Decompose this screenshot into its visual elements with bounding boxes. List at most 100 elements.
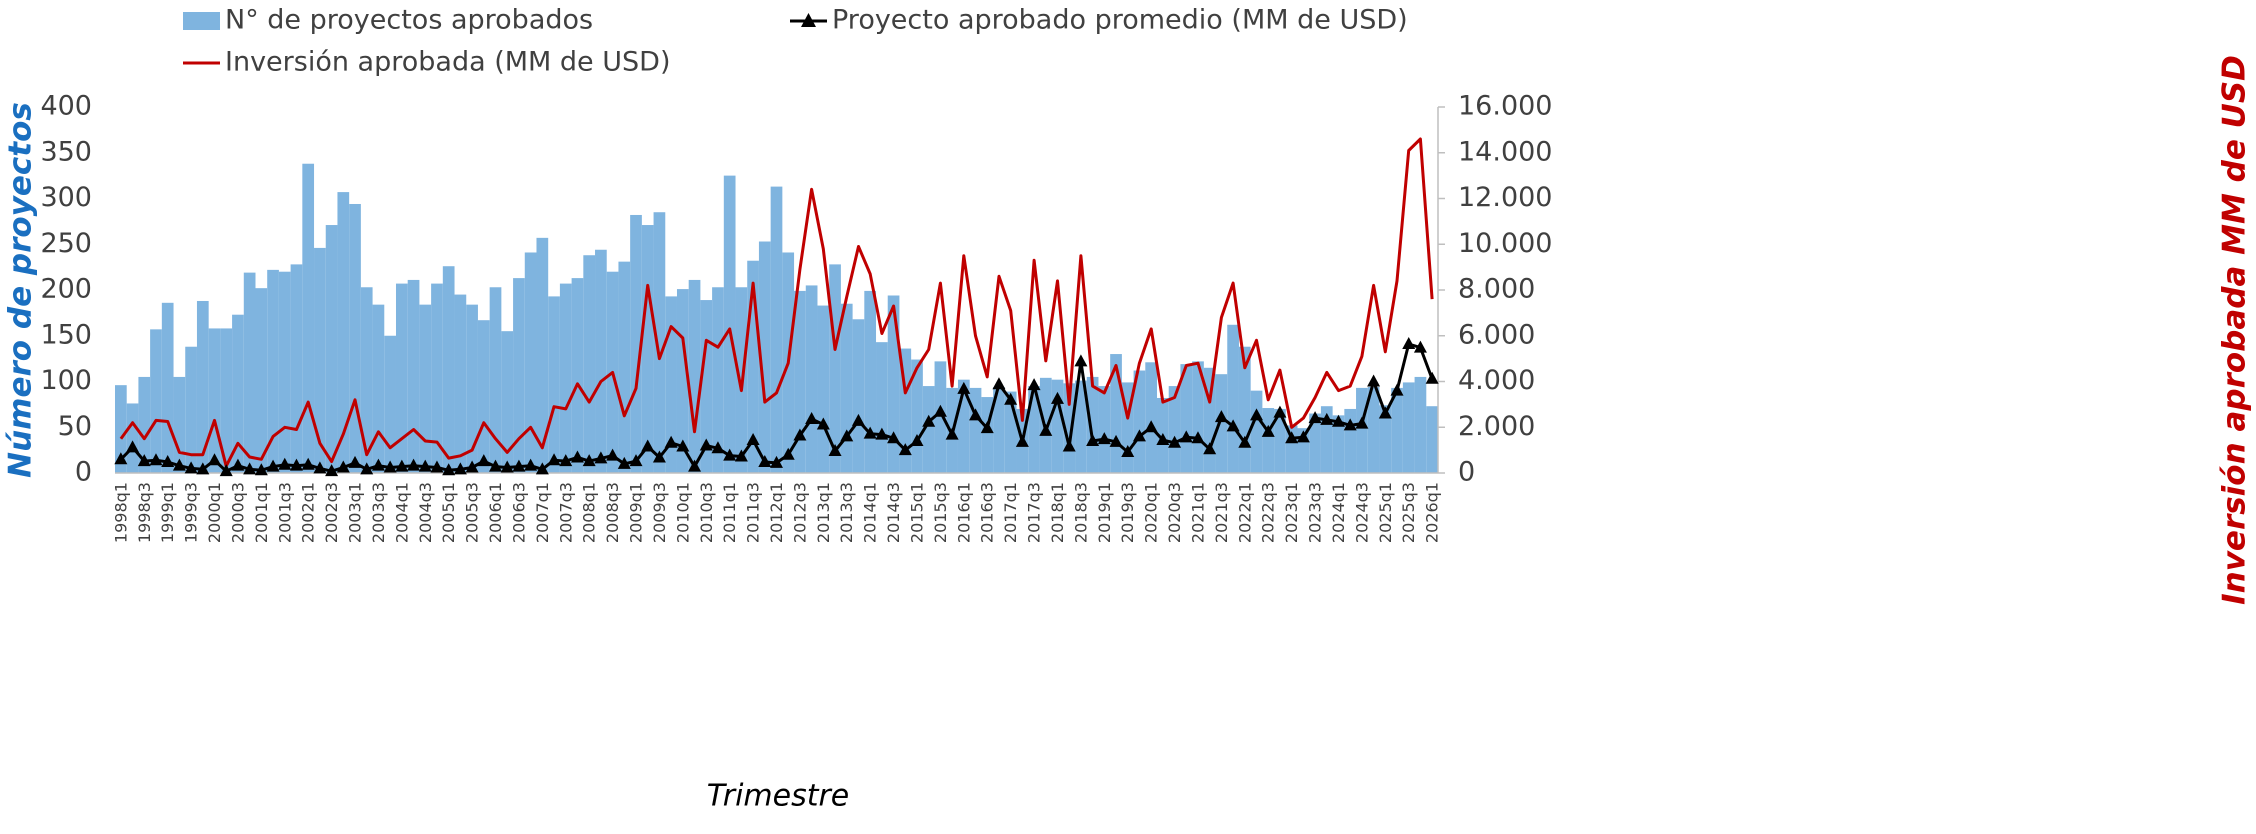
x-tick-label: 2005q1 (439, 482, 458, 543)
legend-label: N° de proyectos aprobados (225, 5, 593, 36)
marker (1343, 418, 1357, 431)
x-tick-label: 2025q3 (1399, 482, 1418, 543)
bar (1063, 383, 1076, 473)
marker (758, 455, 772, 468)
marker (1191, 431, 1205, 444)
bar (618, 261, 631, 473)
line (119, 137, 1434, 468)
x-tick-label: 2023q1 (1282, 482, 1301, 543)
x-tick-label: 2002q1 (299, 482, 318, 543)
marker (1250, 408, 1264, 421)
bar (665, 296, 677, 473)
bar (419, 304, 432, 473)
x-tick-label: 2019q3 (1118, 482, 1137, 543)
y2-tick-label: 14.000 (1458, 136, 1552, 167)
marker (1355, 416, 1369, 429)
bar (243, 272, 256, 473)
marker (1331, 414, 1345, 427)
bar (161, 302, 174, 473)
y-tick-label: 350 (40, 136, 92, 167)
bar (1098, 386, 1111, 473)
bar (1075, 380, 1087, 473)
bar (501, 331, 514, 473)
bar (559, 283, 572, 473)
marker (980, 421, 994, 434)
y2-tick-label: 4.000 (1458, 365, 1535, 396)
marker (524, 458, 538, 471)
marker (1320, 412, 1334, 425)
x-tick-label: 2008q3 (603, 482, 622, 543)
marker (664, 435, 678, 448)
x-tick-label: 2019q1 (1095, 482, 1114, 543)
x-tick-label: 2026q1 (1423, 482, 1442, 543)
marker (969, 408, 983, 421)
bar (1145, 362, 1158, 473)
marker (137, 454, 151, 467)
marker (489, 459, 503, 472)
x-tick-label: 2010q3 (697, 482, 716, 543)
marker (1074, 354, 1088, 367)
marker (699, 438, 713, 451)
bar (524, 252, 537, 473)
y-tick-label: 50 (58, 411, 92, 442)
marker (1109, 434, 1123, 447)
x-tick-label: 2003q1 (346, 482, 365, 543)
x-tick-label: 2016q1 (954, 482, 973, 543)
legend-label: Inversión aprobada (MM de USD) (225, 47, 670, 78)
marker (770, 455, 783, 468)
marker (933, 404, 947, 417)
y2-tick-label: 6.000 (1458, 319, 1535, 350)
marker (606, 448, 620, 461)
marker (875, 427, 889, 440)
bar (1274, 408, 1286, 473)
bar (630, 214, 642, 473)
marker (395, 459, 409, 472)
marker (453, 462, 467, 475)
y-tick-label: 300 (40, 182, 92, 213)
x-tick-label: 2005q3 (463, 482, 482, 543)
bar (1028, 386, 1040, 473)
x-tick-label: 2014q1 (861, 482, 880, 543)
x-tick-label: 2020q1 (1142, 482, 1161, 543)
x-tick-label: 2013q3 (837, 482, 856, 543)
bar (466, 304, 478, 473)
marker (582, 454, 596, 467)
y2-tick-label: 16.000 (1458, 91, 1552, 122)
marker (1285, 431, 1299, 444)
bar (220, 328, 233, 473)
marker (1238, 435, 1252, 448)
x-tick-label: 2001q3 (275, 482, 294, 543)
marker (1097, 432, 1111, 445)
marker (676, 439, 690, 452)
bar (934, 361, 947, 473)
x-tick-label: 2017q1 (1001, 482, 1020, 543)
bar (583, 255, 596, 473)
y2-tick-label: 8.000 (1458, 274, 1535, 305)
marker (559, 454, 573, 467)
bar (1250, 390, 1263, 473)
marker (184, 461, 198, 474)
marker (477, 454, 491, 467)
y2-axis-title: Inversión aprobada MM de USD (2217, 55, 2253, 605)
x-tick-label: 2024q3 (1352, 482, 1371, 543)
marker (629, 454, 643, 467)
bar (887, 295, 900, 473)
marker (371, 458, 385, 471)
marker (652, 450, 666, 463)
x-tick-label: 2006q1 (486, 482, 505, 543)
x-tick-label: 1998q3 (135, 482, 154, 543)
x-tick-label: 2014q3 (884, 482, 903, 543)
bar (1203, 367, 1216, 473)
marker (430, 460, 444, 473)
marker (500, 460, 514, 473)
marker (1132, 429, 1146, 442)
marker (1390, 383, 1404, 396)
marker (957, 381, 971, 394)
marker (816, 417, 830, 430)
marker (992, 377, 1006, 390)
marker (1004, 392, 1018, 405)
marker (1156, 433, 1170, 446)
bar (267, 269, 279, 473)
bar (1309, 413, 1321, 473)
bar (957, 379, 970, 473)
